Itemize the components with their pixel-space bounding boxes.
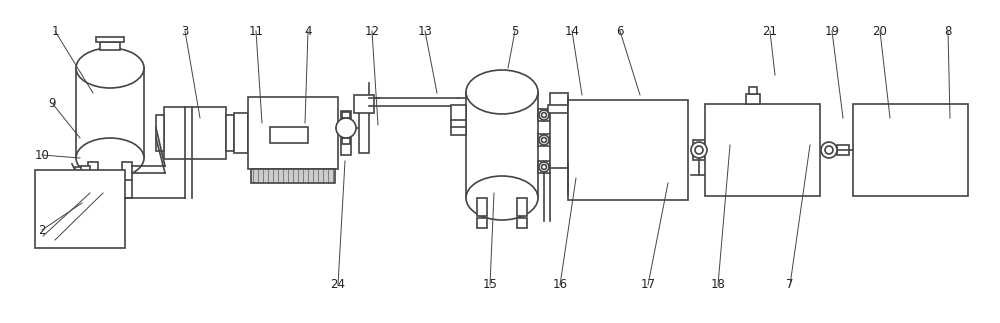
Text: 21: 21 (762, 25, 777, 37)
Text: 18: 18 (711, 278, 725, 291)
Text: 4: 4 (304, 25, 312, 37)
Text: 1: 1 (51, 25, 59, 37)
Text: 10: 10 (35, 149, 49, 162)
Bar (693, 140, 705, 160)
Circle shape (821, 142, 837, 158)
Bar (538, 161, 550, 173)
Bar (359, 98, 369, 153)
Bar (550, 92, 568, 168)
Text: 14: 14 (564, 25, 580, 37)
Bar (538, 109, 550, 121)
Bar (466, 92, 538, 198)
Circle shape (542, 164, 546, 170)
Bar (76, 68, 144, 158)
Bar (164, 107, 226, 159)
Bar (80, 166, 90, 174)
Bar (748, 87, 757, 94)
Text: 5: 5 (511, 25, 519, 37)
Text: 9: 9 (48, 97, 56, 109)
Bar (88, 162, 98, 180)
Ellipse shape (466, 70, 538, 114)
Bar (248, 97, 338, 169)
Bar (226, 115, 234, 151)
Bar (548, 105, 568, 112)
Text: 6: 6 (616, 25, 624, 37)
Bar (342, 112, 350, 118)
Bar (451, 105, 466, 135)
Circle shape (695, 146, 703, 154)
Text: 20: 20 (873, 25, 887, 37)
Bar (234, 113, 248, 153)
Bar (75, 167, 81, 173)
Bar (705, 104, 820, 196)
Bar (342, 138, 350, 144)
Bar (538, 134, 550, 146)
Circle shape (539, 162, 549, 172)
Circle shape (336, 118, 356, 138)
Circle shape (825, 146, 833, 154)
Text: 15: 15 (483, 278, 497, 291)
Circle shape (691, 142, 707, 158)
Bar (853, 104, 968, 196)
Bar (477, 218, 487, 228)
Bar (517, 218, 527, 228)
Text: 19: 19 (824, 25, 839, 37)
Text: 2: 2 (38, 224, 46, 236)
Circle shape (542, 112, 546, 118)
Bar (270, 127, 308, 143)
Ellipse shape (466, 176, 538, 220)
Bar (96, 37, 124, 42)
Text: 17: 17 (640, 278, 656, 291)
Bar (746, 94, 760, 104)
Bar (251, 169, 335, 183)
Text: 24: 24 (331, 278, 346, 291)
Text: 13: 13 (418, 25, 432, 37)
Bar (122, 162, 132, 180)
Bar (477, 198, 487, 216)
Circle shape (542, 138, 546, 142)
Ellipse shape (76, 48, 144, 88)
Text: 7: 7 (786, 278, 794, 291)
Bar (837, 145, 849, 155)
Text: 16: 16 (552, 278, 568, 291)
Ellipse shape (76, 138, 144, 178)
Bar (100, 42, 120, 50)
Text: 12: 12 (365, 25, 380, 37)
Circle shape (539, 135, 549, 145)
Bar (517, 198, 527, 216)
Text: 3: 3 (181, 25, 189, 37)
Bar (156, 115, 164, 151)
Text: 11: 11 (249, 25, 264, 37)
Circle shape (539, 110, 549, 120)
Bar (341, 111, 351, 155)
Bar (35, 170, 125, 248)
Bar (354, 95, 374, 113)
Text: 8: 8 (944, 25, 952, 37)
Bar (568, 100, 688, 200)
